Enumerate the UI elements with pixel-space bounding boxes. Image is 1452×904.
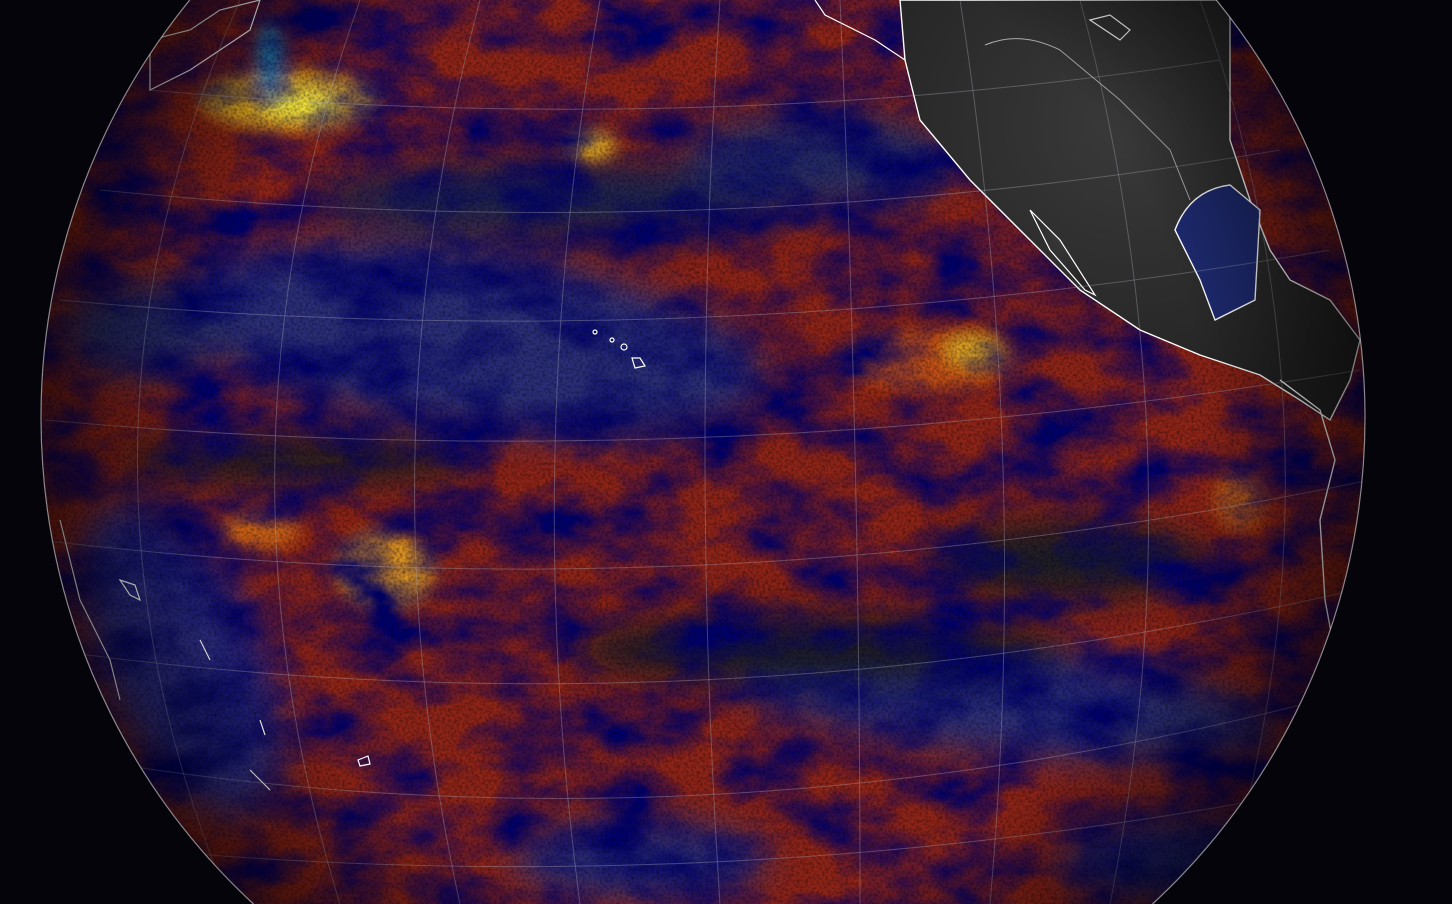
globe-limb	[40, 0, 1366, 904]
